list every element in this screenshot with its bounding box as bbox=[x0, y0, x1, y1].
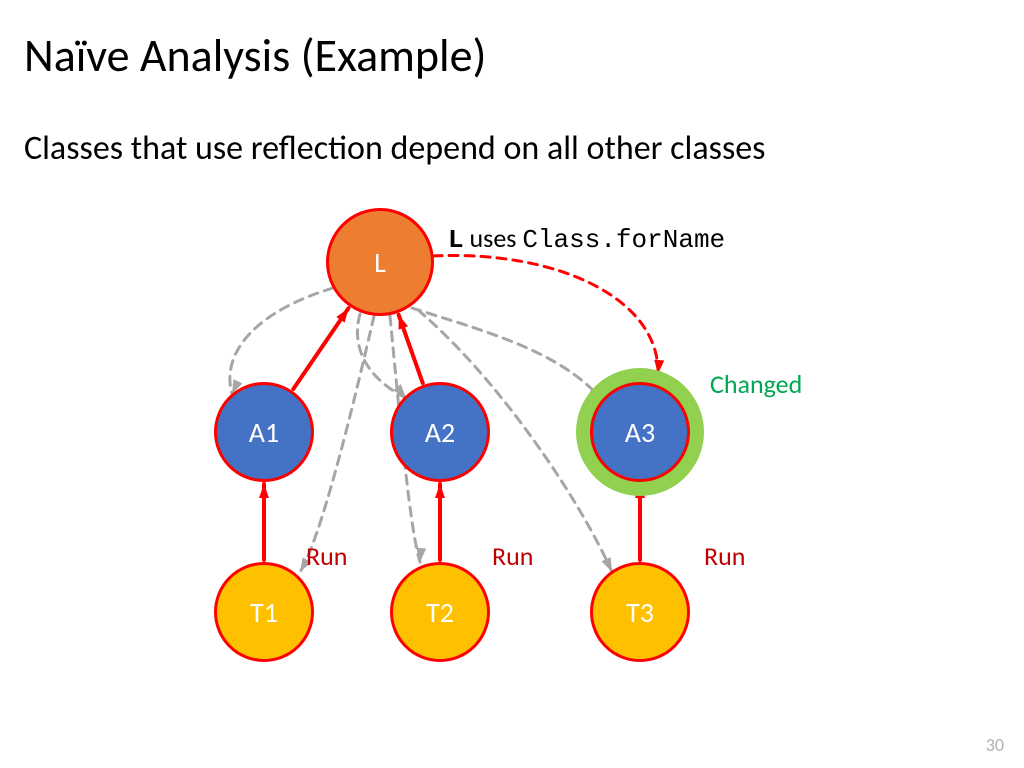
nodes-layer: LA1 A2 A3 T1 T2 T3 bbox=[0, 0, 1024, 768]
run-label-1: Run bbox=[306, 540, 347, 572]
node-t1: T1 bbox=[214, 562, 314, 662]
changed-label: Changed bbox=[710, 368, 802, 400]
node-t3: T3 bbox=[590, 562, 690, 662]
run-label-2: Run bbox=[492, 540, 533, 572]
node-a3: A3 bbox=[590, 382, 690, 482]
node-a2: A2 bbox=[390, 382, 490, 482]
node-l: L bbox=[326, 208, 434, 316]
node-a1: A1 bbox=[214, 382, 314, 482]
run-label-3: Run bbox=[704, 540, 745, 572]
page-number: 30 bbox=[986, 734, 1004, 756]
node-t2: T2 bbox=[390, 562, 490, 662]
